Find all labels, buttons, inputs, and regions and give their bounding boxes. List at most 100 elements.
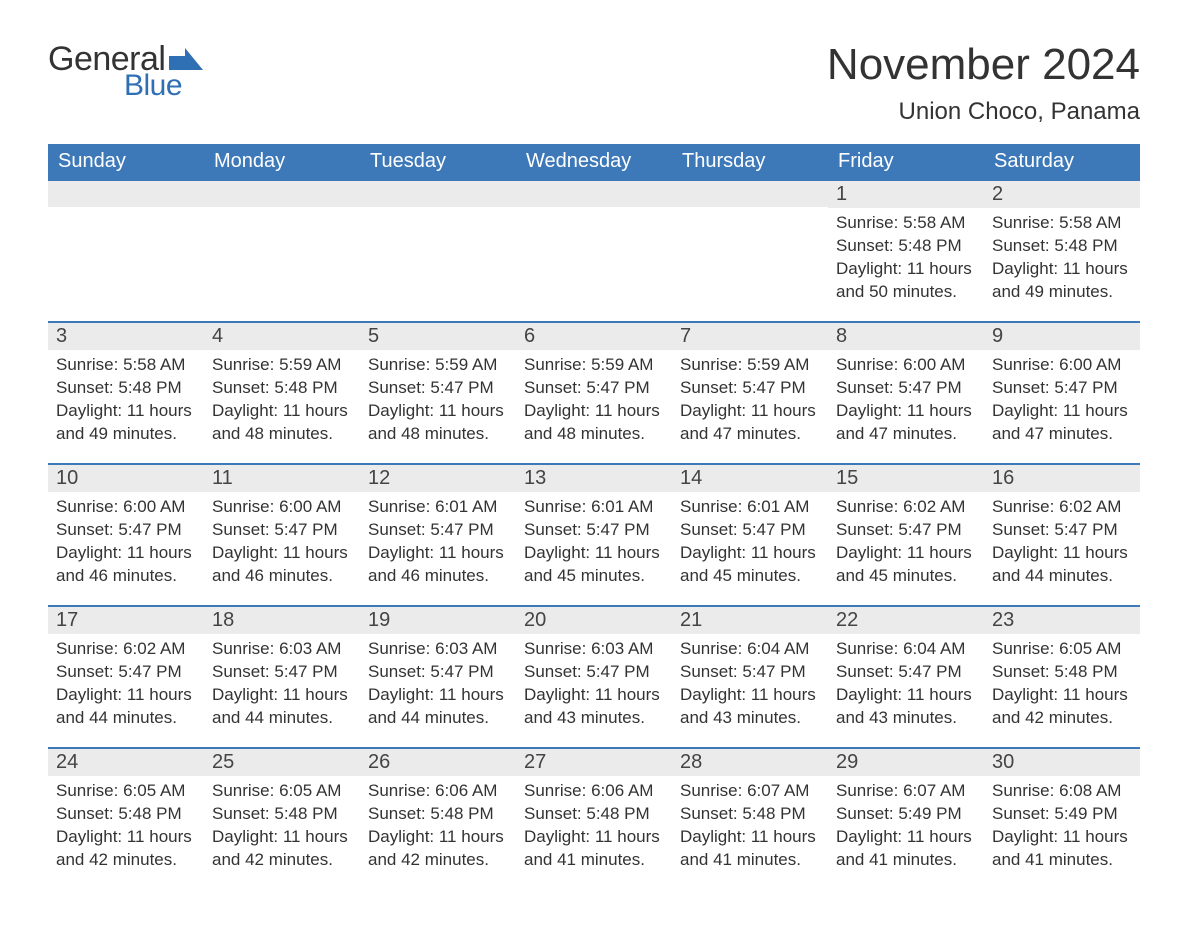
day-number: 5 [360, 323, 516, 350]
calendar-cell: 2Sunrise: 5:58 AMSunset: 5:48 PMDaylight… [984, 180, 1140, 322]
calendar-cell: 15Sunrise: 6:02 AMSunset: 5:47 PMDayligh… [828, 464, 984, 606]
sunset-line: Sunset: 5:48 PM [680, 803, 820, 826]
day-number: 2 [984, 181, 1140, 208]
sunset-line: Sunset: 5:47 PM [992, 377, 1132, 400]
brand-part2: Blue [124, 69, 203, 103]
calendar-cell [672, 180, 828, 322]
sunrise-line: Sunrise: 6:07 AM [680, 780, 820, 803]
sunset-line: Sunset: 5:47 PM [836, 377, 976, 400]
sunrise-line: Sunrise: 6:05 AM [56, 780, 196, 803]
sunrise-line: Sunrise: 6:02 AM [836, 496, 976, 519]
sunrise-line: Sunrise: 6:06 AM [368, 780, 508, 803]
day-number: 22 [828, 607, 984, 634]
weekday-header: Saturday [984, 144, 1140, 180]
sunrise-line: Sunrise: 6:01 AM [524, 496, 664, 519]
daylight-line: Daylight: 11 hours and 41 minutes. [680, 826, 820, 872]
sunset-line: Sunset: 5:48 PM [212, 377, 352, 400]
day-number: 23 [984, 607, 1140, 634]
calendar-cell: 8Sunrise: 6:00 AMSunset: 5:47 PMDaylight… [828, 322, 984, 464]
day-details: Sunrise: 6:08 AMSunset: 5:49 PMDaylight:… [984, 776, 1140, 878]
sunset-line: Sunset: 5:47 PM [56, 661, 196, 684]
daylight-line: Daylight: 11 hours and 41 minutes. [836, 826, 976, 872]
calendar-cell [360, 180, 516, 322]
sunset-line: Sunset: 5:47 PM [368, 519, 508, 542]
day-number: 18 [204, 607, 360, 634]
day-details: Sunrise: 6:04 AMSunset: 5:47 PMDaylight:… [828, 634, 984, 736]
month-title: November 2024 [827, 40, 1140, 90]
calendar-cell: 11Sunrise: 6:00 AMSunset: 5:47 PMDayligh… [204, 464, 360, 606]
calendar-cell: 30Sunrise: 6:08 AMSunset: 5:49 PMDayligh… [984, 748, 1140, 890]
calendar-cell: 27Sunrise: 6:06 AMSunset: 5:48 PMDayligh… [516, 748, 672, 890]
calendar-week: 1Sunrise: 5:58 AMSunset: 5:48 PMDaylight… [48, 180, 1140, 322]
daylight-line: Daylight: 11 hours and 42 minutes. [992, 684, 1132, 730]
empty-day [48, 181, 204, 207]
sunset-line: Sunset: 5:48 PM [56, 377, 196, 400]
day-details: Sunrise: 6:02 AMSunset: 5:47 PMDaylight:… [48, 634, 204, 736]
calendar-cell: 16Sunrise: 6:02 AMSunset: 5:47 PMDayligh… [984, 464, 1140, 606]
sunset-line: Sunset: 5:47 PM [992, 519, 1132, 542]
sunrise-line: Sunrise: 5:59 AM [524, 354, 664, 377]
sunrise-line: Sunrise: 6:02 AM [992, 496, 1132, 519]
calendar-cell: 22Sunrise: 6:04 AMSunset: 5:47 PMDayligh… [828, 606, 984, 748]
day-number: 7 [672, 323, 828, 350]
daylight-line: Daylight: 11 hours and 49 minutes. [56, 400, 196, 446]
title-block: November 2024 Union Choco, Panama [827, 40, 1140, 126]
day-details: Sunrise: 6:05 AMSunset: 5:48 PMDaylight:… [48, 776, 204, 878]
daylight-line: Daylight: 11 hours and 47 minutes. [836, 400, 976, 446]
sunset-line: Sunset: 5:47 PM [680, 377, 820, 400]
sunset-line: Sunset: 5:47 PM [524, 661, 664, 684]
brand-logo: General Blue [48, 40, 203, 103]
empty-day [516, 181, 672, 207]
daylight-line: Daylight: 11 hours and 46 minutes. [56, 542, 196, 588]
daylight-line: Daylight: 11 hours and 48 minutes. [368, 400, 508, 446]
day-number: 26 [360, 749, 516, 776]
sunset-line: Sunset: 5:48 PM [56, 803, 196, 826]
sunset-line: Sunset: 5:48 PM [992, 235, 1132, 258]
daylight-line: Daylight: 11 hours and 45 minutes. [836, 542, 976, 588]
day-number: 25 [204, 749, 360, 776]
daylight-line: Daylight: 11 hours and 42 minutes. [212, 826, 352, 872]
calendar-cell: 4Sunrise: 5:59 AMSunset: 5:48 PMDaylight… [204, 322, 360, 464]
day-number: 19 [360, 607, 516, 634]
day-details: Sunrise: 5:59 AMSunset: 5:47 PMDaylight:… [672, 350, 828, 452]
calendar-cell: 7Sunrise: 5:59 AMSunset: 5:47 PMDaylight… [672, 322, 828, 464]
sunrise-line: Sunrise: 5:59 AM [368, 354, 508, 377]
day-details: Sunrise: 6:00 AMSunset: 5:47 PMDaylight:… [984, 350, 1140, 452]
calendar-cell: 21Sunrise: 6:04 AMSunset: 5:47 PMDayligh… [672, 606, 828, 748]
day-details: Sunrise: 6:00 AMSunset: 5:47 PMDaylight:… [204, 492, 360, 594]
day-number: 17 [48, 607, 204, 634]
empty-day [360, 181, 516, 207]
calendar-cell: 28Sunrise: 6:07 AMSunset: 5:48 PMDayligh… [672, 748, 828, 890]
daylight-line: Daylight: 11 hours and 45 minutes. [680, 542, 820, 588]
calendar-cell: 9Sunrise: 6:00 AMSunset: 5:47 PMDaylight… [984, 322, 1140, 464]
weekday-header: Thursday [672, 144, 828, 180]
sunset-line: Sunset: 5:48 PM [524, 803, 664, 826]
sunset-line: Sunset: 5:49 PM [992, 803, 1132, 826]
day-number: 6 [516, 323, 672, 350]
daylight-line: Daylight: 11 hours and 43 minutes. [836, 684, 976, 730]
calendar-cell [204, 180, 360, 322]
day-details: Sunrise: 6:03 AMSunset: 5:47 PMDaylight:… [204, 634, 360, 736]
calendar-cell: 12Sunrise: 6:01 AMSunset: 5:47 PMDayligh… [360, 464, 516, 606]
daylight-line: Daylight: 11 hours and 44 minutes. [56, 684, 196, 730]
day-details: Sunrise: 6:01 AMSunset: 5:47 PMDaylight:… [516, 492, 672, 594]
sunrise-line: Sunrise: 6:02 AM [56, 638, 196, 661]
day-number: 12 [360, 465, 516, 492]
daylight-line: Daylight: 11 hours and 41 minutes. [992, 826, 1132, 872]
calendar-week: 24Sunrise: 6:05 AMSunset: 5:48 PMDayligh… [48, 748, 1140, 890]
sunset-line: Sunset: 5:48 PM [368, 803, 508, 826]
day-number: 10 [48, 465, 204, 492]
daylight-line: Daylight: 11 hours and 48 minutes. [524, 400, 664, 446]
day-details: Sunrise: 6:01 AMSunset: 5:47 PMDaylight:… [672, 492, 828, 594]
empty-day [204, 181, 360, 207]
calendar-cell: 14Sunrise: 6:01 AMSunset: 5:47 PMDayligh… [672, 464, 828, 606]
sunrise-line: Sunrise: 6:03 AM [524, 638, 664, 661]
day-details: Sunrise: 5:59 AMSunset: 5:48 PMDaylight:… [204, 350, 360, 452]
sunset-line: Sunset: 5:47 PM [212, 661, 352, 684]
sunrise-line: Sunrise: 6:00 AM [992, 354, 1132, 377]
sunset-line: Sunset: 5:47 PM [368, 377, 508, 400]
day-details: Sunrise: 5:58 AMSunset: 5:48 PMDaylight:… [984, 208, 1140, 310]
calendar-cell: 23Sunrise: 6:05 AMSunset: 5:48 PMDayligh… [984, 606, 1140, 748]
day-number: 1 [828, 181, 984, 208]
calendar-cell: 5 Sunrise: 5:59 AMSunset: 5:47 PMDaylight… [360, 322, 516, 464]
